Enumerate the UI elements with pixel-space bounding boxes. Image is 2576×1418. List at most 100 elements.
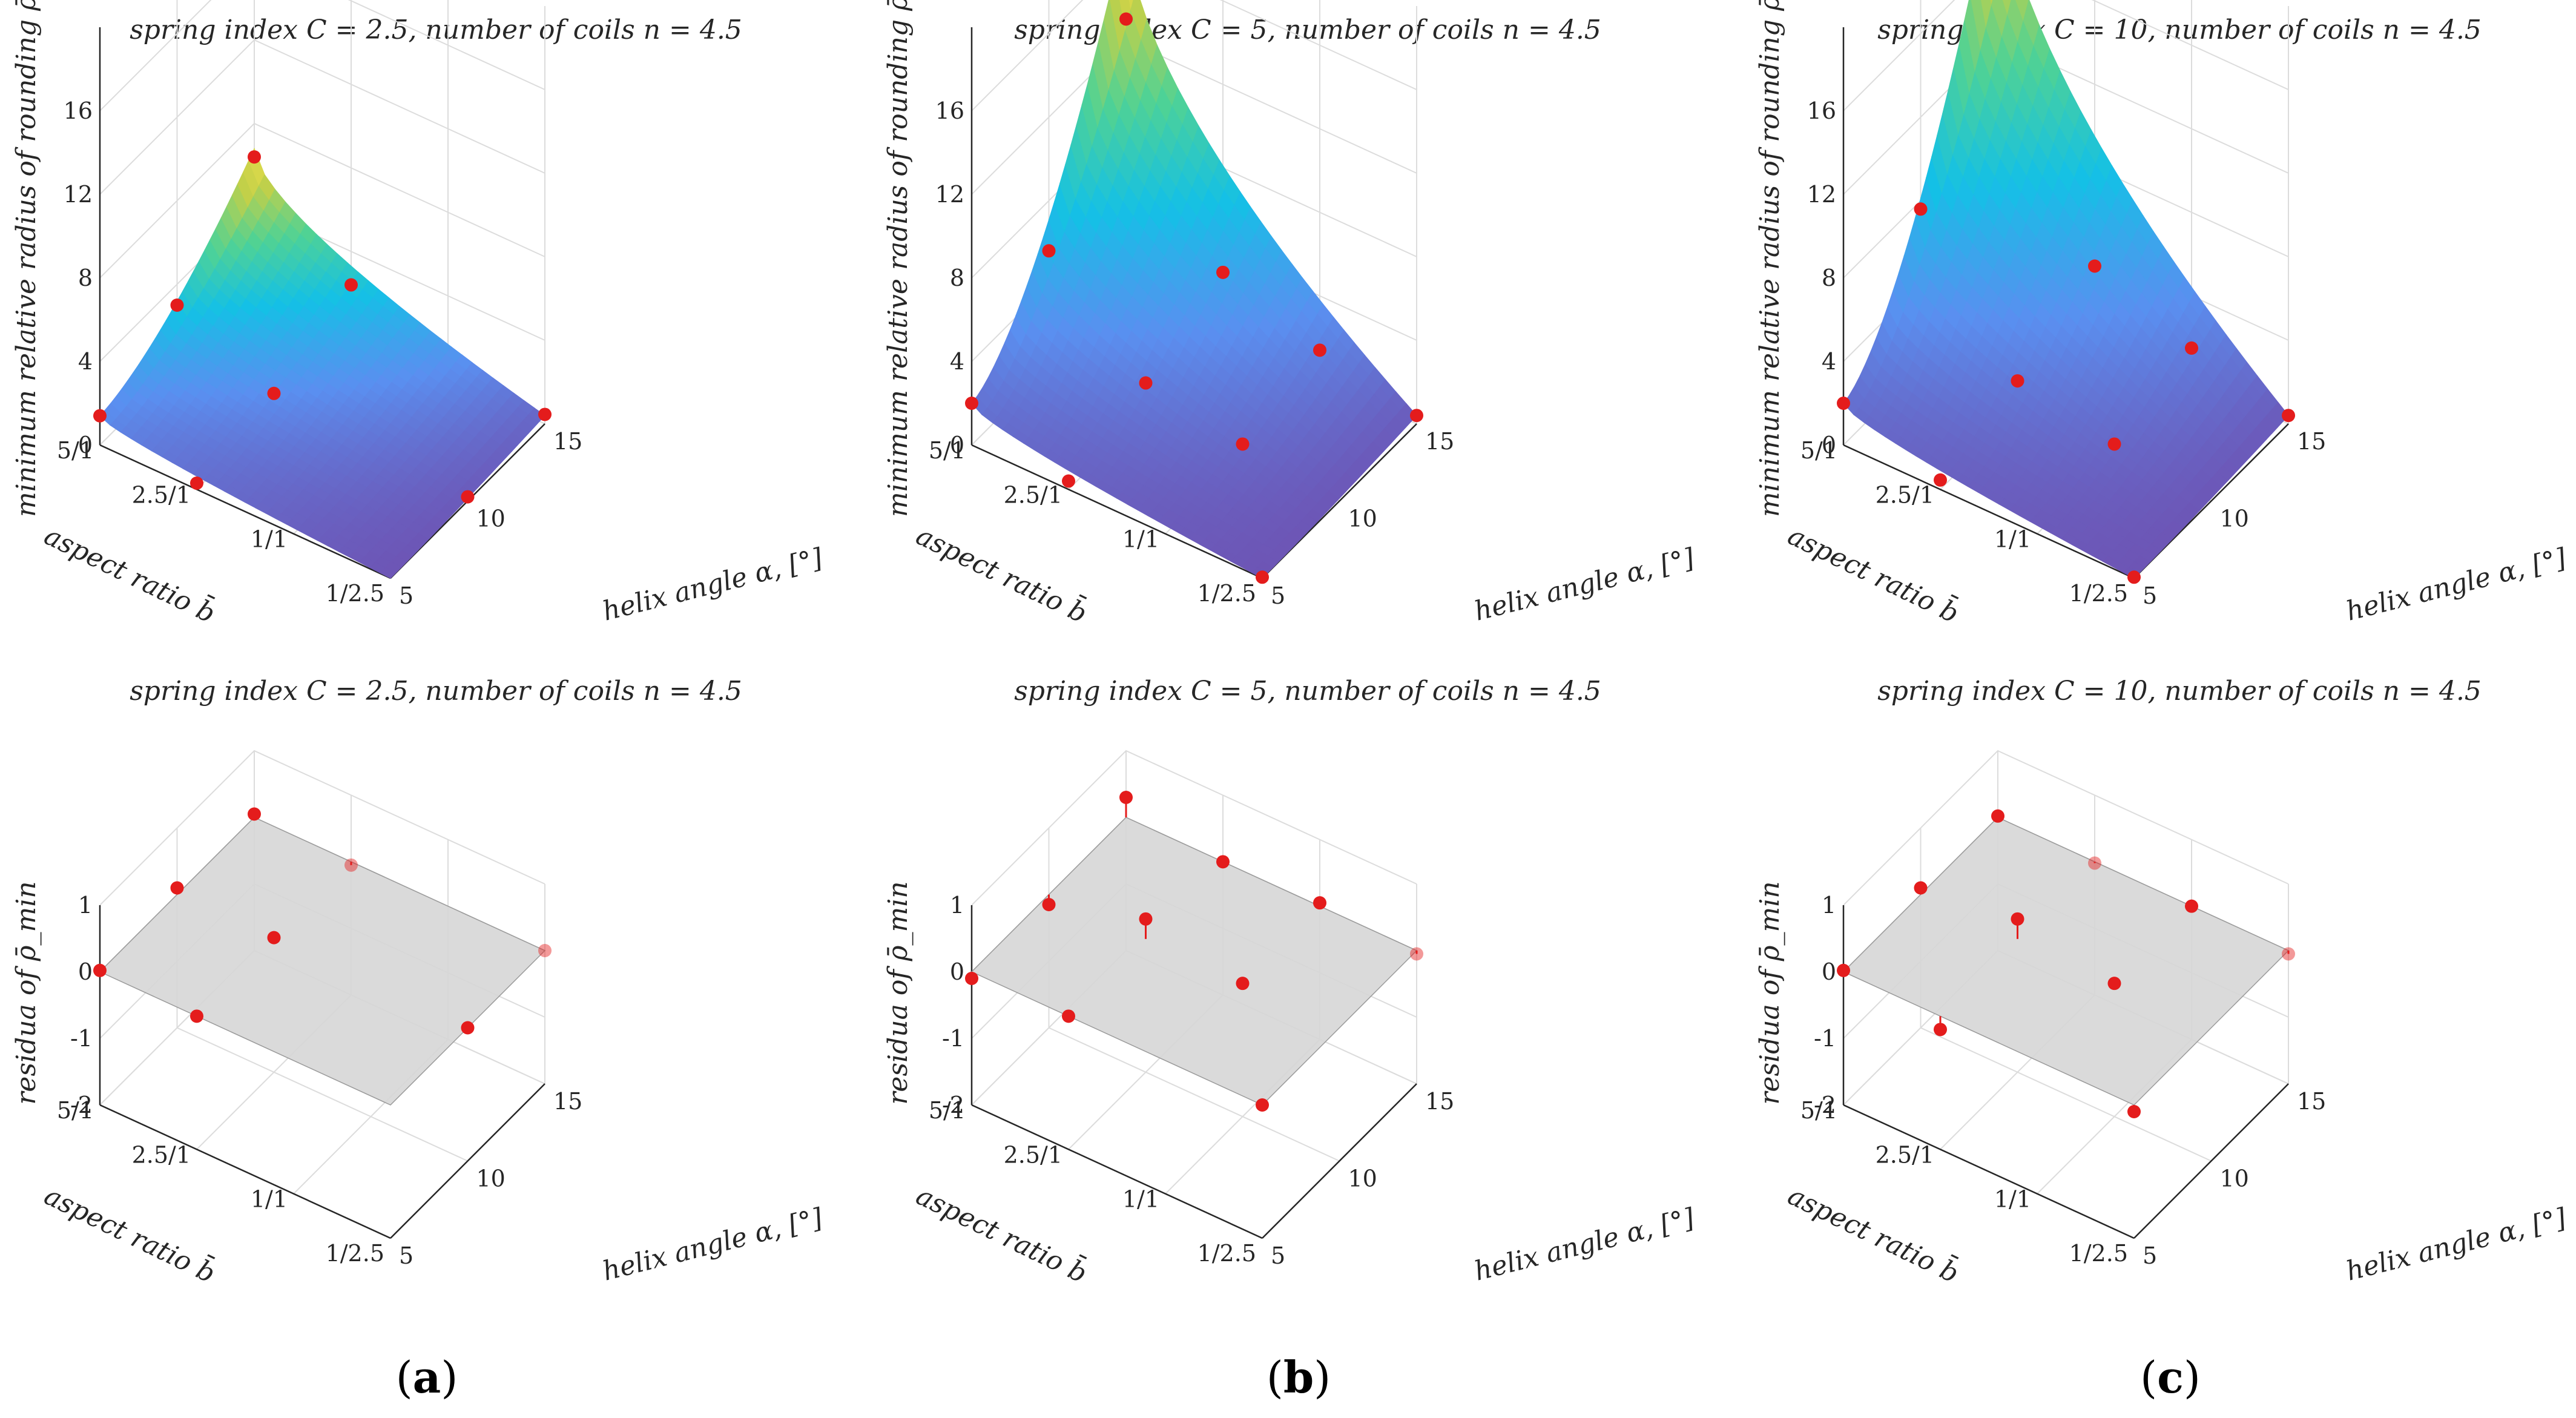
x-tick-label: 1/1 — [1994, 526, 2031, 553]
y-tick-label: 5 — [1271, 582, 1285, 609]
residual-point — [2088, 856, 2101, 870]
data-point — [170, 298, 184, 312]
z-tick-label: 0 — [950, 432, 964, 458]
y-tick-label: 15 — [553, 428, 582, 455]
x-axis-label: aspect ratio b̄ — [911, 1178, 1093, 1290]
residual-point — [461, 1021, 475, 1035]
y-tick-label: 5 — [2143, 1242, 2157, 1269]
x-axis-line — [99, 444, 391, 579]
x-tick-labels: 5/1 2.5/1 1/1 1/2.5 — [929, 437, 1256, 607]
z-axis-label: minimum relative radius of rounding ρ̄_m… — [11, 0, 42, 517]
surface-plot-c: spring index C = 10, number of coils n =… — [1754, 0, 2570, 629]
y-tick-label: 15 — [1425, 1088, 1454, 1115]
data-point — [1256, 570, 1269, 584]
data-point — [2088, 259, 2101, 273]
zero-plane-fill — [99, 817, 546, 1106]
z-tick-labels: 0 4 8 12 16 — [935, 97, 964, 458]
residual-point — [1042, 898, 1056, 911]
z-tick-label: 8 — [1822, 265, 1836, 291]
z-tick-labels: -2 -1 0 1 — [70, 892, 93, 1118]
residual-point — [1313, 896, 1326, 910]
z-tick-label: 0 — [950, 958, 964, 985]
z-tick-label: -2 — [70, 1092, 93, 1118]
panel-label-a: (a) — [396, 1351, 458, 1403]
grid-line — [1049, 1027, 1340, 1162]
residual-point — [965, 972, 978, 985]
residual-point — [2185, 899, 2198, 913]
residual-point — [1216, 855, 1230, 869]
x-tick-label: 1/2.5 — [2069, 1240, 2128, 1267]
data-point — [2185, 341, 2198, 355]
x-tick-label: 2.5/1 — [1004, 1141, 1062, 1168]
grid-line — [971, 750, 1417, 906]
z-tick-labels: 0 4 8 12 16 — [64, 97, 93, 458]
data-points — [1837, 202, 2295, 584]
z-tick-label: 4 — [78, 348, 93, 375]
z-tick-label: -2 — [942, 1092, 964, 1118]
x-tick-label: 2.5/1 — [1004, 481, 1062, 508]
data-point — [1042, 244, 1056, 258]
residual-point — [1062, 1009, 1075, 1023]
data-point — [2107, 437, 2121, 451]
y-tick-labels: 5 10 15 — [2143, 428, 2326, 609]
data-point — [190, 476, 203, 490]
z-axis-label: residua of ρ̄_min — [883, 881, 914, 1104]
z-tick-label: 1 — [78, 892, 93, 918]
residual-point — [1236, 977, 1250, 991]
grid-line — [1843, 750, 2289, 906]
residual-point — [267, 931, 281, 945]
x-tick-label: 1/2.5 — [326, 1240, 384, 1267]
surface-patch — [2002, 0, 2012, 16]
x-tick-label: 1/1 — [1122, 526, 1159, 553]
y-axis-label: helix angle α, [°] — [599, 542, 826, 627]
y-tick-label: 5 — [2143, 582, 2157, 609]
y-tick-label: 15 — [2297, 1088, 2326, 1115]
x-tick-labels: 5/1 2.5/1 1/1 1/2.5 — [1800, 1097, 2128, 1267]
z-tick-label: 16 — [64, 97, 93, 124]
z-tick-label: 0 — [78, 958, 93, 985]
data-points — [93, 150, 552, 504]
z-tick-label: 0 — [1822, 432, 1836, 458]
grid-line — [99, 39, 545, 195]
residual-point — [1991, 809, 2004, 823]
data-point — [1313, 343, 1326, 357]
residual-point — [190, 1009, 203, 1023]
residual-point — [2282, 947, 2295, 961]
x-axis-line — [1843, 1104, 2135, 1239]
surface-plot-b: spring index C = 5, number of coils n = … — [883, 0, 1698, 629]
x-tick-label: 5/1 — [1800, 1097, 1837, 1124]
data-point — [538, 407, 552, 421]
residual-point — [1934, 1023, 1947, 1037]
z-axis-label: minimum relative radius of rounding ρ̄_m… — [1754, 0, 1785, 517]
surface-plot-a: spring index C = 2.5, number of coils n … — [11, 0, 826, 629]
x-axis-line — [971, 1104, 1263, 1239]
z-tick-label: -1 — [1814, 1025, 1836, 1052]
x-tick-label: 2.5/1 — [132, 481, 191, 508]
plot-title: spring index C = 2.5, number of coils n … — [130, 15, 742, 45]
y-tick-label: 10 — [2220, 506, 2249, 532]
y-tick-labels: 5 10 15 — [399, 428, 582, 609]
data-point — [1062, 474, 1075, 488]
residual-point — [170, 881, 184, 895]
y-tick-label: 5 — [399, 582, 413, 609]
surface — [971, 0, 1417, 579]
zero-plane-fill — [970, 817, 1418, 1106]
residual-point — [2011, 912, 2024, 926]
residual-point — [1914, 881, 1928, 895]
x-tick-label: 1/1 — [251, 1186, 288, 1213]
z-tick-label: 8 — [78, 265, 93, 291]
y-tick-labels: 5 10 15 — [399, 1088, 582, 1269]
data-point — [2282, 409, 2295, 423]
zero-plane-fill — [1842, 817, 2290, 1106]
residual-points — [93, 807, 552, 1035]
data-points — [965, 12, 1423, 584]
residual-point — [1837, 963, 1850, 977]
x-tick-label: 1/2.5 — [326, 580, 384, 607]
grid-line — [99, 122, 545, 279]
z-tick-label: 12 — [1807, 181, 1836, 208]
z-tick-label: 0 — [1822, 958, 1836, 985]
x-tick-label: 2.5/1 — [1876, 1141, 1934, 1168]
y-axis-label: helix angle α, [°] — [1471, 1202, 1698, 1287]
zero-plane — [99, 817, 546, 1106]
residual-plot-b: spring index C = 5, number of coils n = … — [883, 676, 1698, 1289]
